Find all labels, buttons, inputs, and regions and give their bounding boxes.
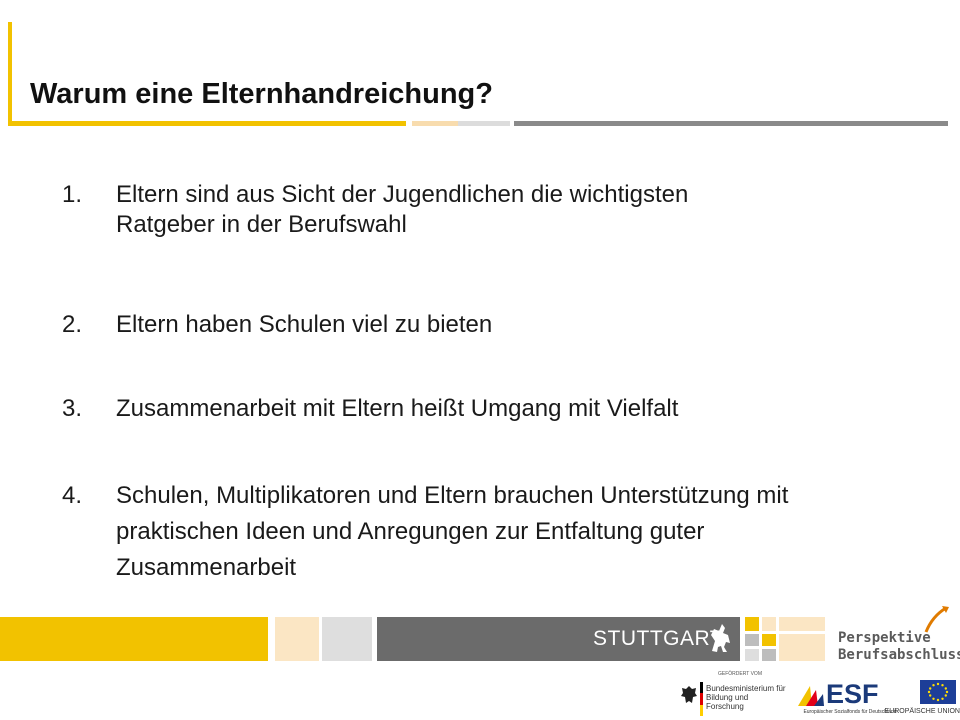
title-accent-bar [8,22,12,126]
grid-square [762,649,776,661]
esf-logo-text: ESF [826,679,879,709]
bmbf-logo-text: Bundesministerium für Bildung und Forsch… [706,684,786,711]
esf-subtitle: Europäischer Sozialfonds für Deutschland [803,709,897,715]
stuttgart-logo-text: STUTTGART [593,627,724,650]
list-item-text: Zusammenarbeit mit Eltern heißt Umgang m… [116,395,679,422]
footer-separator [740,617,742,661]
list-item-number: 2. [62,311,83,338]
title-rule-gray [514,121,948,126]
title-rule-lightgray [458,121,510,126]
grid-square [745,649,759,661]
funded-by-label: GEFÖRDERT VOM [718,671,762,677]
grid-square [745,634,759,646]
federal-eagle-icon [681,686,697,703]
grid-square [779,617,825,631]
footer-bar-gray [377,617,741,661]
arrow-swoosh-icon [924,606,949,633]
footer-bar-lightgray [322,617,372,661]
perspektive-line1: Perspektive [838,630,931,646]
eu-logo-text: EUROPÄISCHE UNION [884,708,960,715]
grid-square [779,634,825,661]
perspektive-logo: Perspektive Berufsabschluss [838,604,960,663]
footer-bar-yellow [0,617,268,661]
esf-mark-icon [798,686,824,706]
footer-bar-peach [275,617,319,661]
stuttgart-horse-icon [711,624,730,652]
slide-title: Warum eine Elternhandreichung? [30,78,493,110]
list-item-number: 4. [62,482,83,509]
grid-square [745,617,759,631]
grid-square [762,634,776,646]
title-rule-peach [412,121,458,126]
eu-stars-icon [927,682,949,702]
grid-square [762,617,776,631]
eu-flag-icon [920,680,956,704]
list-item-text: Eltern haben Schulen viel zu bieten [116,311,493,338]
list-item-number: 1. [62,181,83,208]
list-item-text: Schulen, Multiplikatoren und Eltern brau… [116,482,789,581]
list-item-number: 3. [62,395,83,422]
german-flag-stripe-icon [700,682,703,716]
title-rule-yellow [8,121,406,126]
list-item-text: Eltern sind aus Sicht der Jugendlichen d… [116,181,689,238]
perspektive-line2: Berufsabschluss [838,647,960,663]
